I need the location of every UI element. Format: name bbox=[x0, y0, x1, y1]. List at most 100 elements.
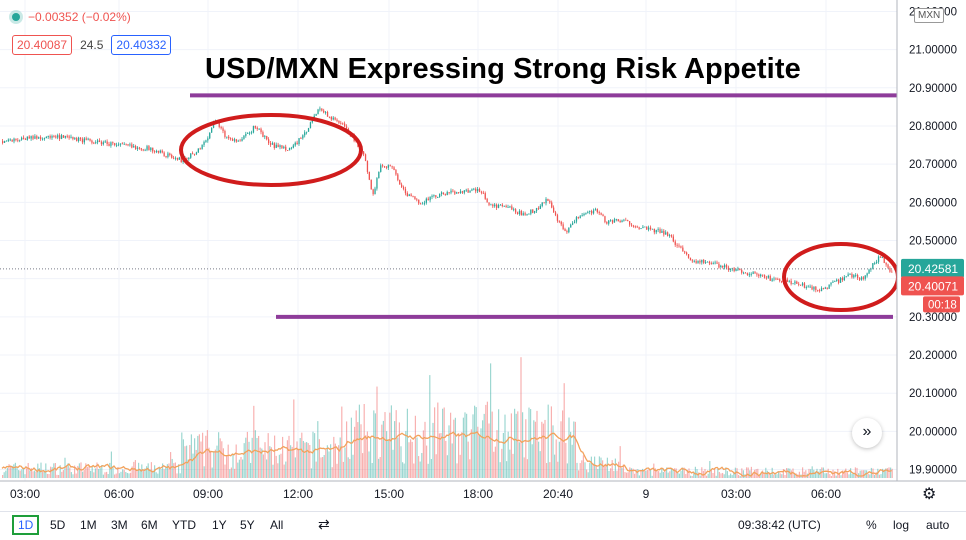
range-3m-button[interactable]: 3M bbox=[111, 518, 128, 532]
candle-body bbox=[744, 272, 747, 274]
volume-bar bbox=[770, 474, 772, 478]
candle-body bbox=[372, 189, 374, 195]
candle-body bbox=[59, 135, 61, 139]
volume-bar bbox=[168, 463, 170, 478]
candle-body bbox=[28, 136, 30, 139]
volume-bar bbox=[637, 469, 639, 478]
range-6m-button[interactable]: 6M bbox=[141, 518, 158, 532]
volume-bar bbox=[747, 467, 749, 478]
ask-price-button[interactable]: 20.40332 bbox=[111, 35, 172, 55]
candle-body bbox=[475, 188, 477, 192]
price-chart[interactable]: 21.1000021.0000020.9000020.8000020.70000… bbox=[0, 0, 966, 511]
volume-bar bbox=[805, 470, 807, 478]
price-tick-label: 20.00000 bbox=[909, 426, 957, 438]
candle-body bbox=[450, 190, 452, 193]
volume-bar bbox=[27, 463, 29, 478]
price-tick-label: 20.50000 bbox=[909, 236, 957, 248]
candle-body bbox=[684, 251, 686, 253]
candle-body bbox=[530, 209, 532, 214]
candle-body bbox=[279, 145, 281, 148]
candle-body bbox=[277, 144, 279, 148]
gear-icon[interactable]: ⚙ bbox=[922, 486, 937, 503]
time-tick-label: 18:00 bbox=[463, 487, 493, 501]
volume-bar bbox=[589, 462, 591, 478]
volume-bar bbox=[814, 472, 816, 478]
volume-bar bbox=[875, 472, 877, 478]
volume-bar bbox=[259, 447, 261, 478]
volume-bar bbox=[186, 445, 188, 478]
volume-bar bbox=[262, 454, 264, 478]
utc-clock[interactable]: 09:38:42 (UTC) bbox=[738, 518, 821, 532]
range-all-button[interactable]: All bbox=[270, 518, 284, 532]
volume-bar bbox=[384, 412, 386, 478]
candle-body bbox=[610, 220, 612, 222]
candle-body bbox=[503, 205, 505, 207]
volume-bar bbox=[467, 441, 469, 478]
time-axis[interactable]: 03:00 06:00 09:00 12:00 15:00 18:00 20:40 9 03:0… bbox=[0, 480, 966, 501]
volume-bar bbox=[885, 468, 887, 478]
candle-body bbox=[644, 226, 646, 228]
volume-bar bbox=[546, 463, 548, 478]
price-axis[interactable]: 21.1000021.0000020.9000020.8000020.70000… bbox=[896, 0, 966, 511]
candle-body bbox=[435, 195, 437, 198]
volume-bar bbox=[328, 451, 330, 478]
candle-body bbox=[338, 120, 340, 123]
volume-bar bbox=[622, 464, 624, 478]
quote-change-row: −0.00352 (−0.02%) bbox=[12, 10, 131, 24]
range-1y-button[interactable]: 1Y bbox=[212, 518, 227, 532]
range-5y-button[interactable]: 5Y bbox=[240, 518, 255, 532]
candle-body bbox=[275, 144, 277, 148]
compare-icon[interactable]: ⇄ bbox=[318, 516, 330, 532]
price-tick-label: 20.20000 bbox=[909, 350, 957, 362]
candle-body bbox=[17, 139, 19, 141]
candle-body bbox=[193, 153, 196, 155]
auto-toggle[interactable]: auto bbox=[926, 518, 950, 532]
range-1m-button[interactable]: 1M bbox=[80, 518, 97, 532]
candle-body bbox=[526, 214, 528, 215]
range-ytd-button[interactable]: YTD bbox=[172, 518, 196, 532]
volume-bar bbox=[499, 462, 501, 478]
volume-bar bbox=[531, 444, 533, 478]
volume-bar bbox=[149, 469, 151, 478]
candle-body bbox=[307, 128, 310, 132]
candle-body bbox=[710, 263, 712, 265]
double-chevron-right-icon[interactable]: » bbox=[852, 418, 882, 448]
candle-body bbox=[133, 146, 135, 148]
volume-bar bbox=[181, 432, 183, 478]
candle-body bbox=[55, 136, 57, 138]
bid-price-button[interactable]: 20.40087 bbox=[12, 35, 73, 55]
candle-body bbox=[2, 141, 4, 143]
volume-bar bbox=[120, 471, 122, 478]
volume-bar bbox=[642, 468, 644, 478]
range-1d-button[interactable]: 1D bbox=[12, 515, 40, 535]
volume-bar bbox=[478, 435, 480, 478]
range-5d-button[interactable]: 5D bbox=[50, 518, 66, 532]
candle-body bbox=[528, 213, 530, 215]
volume-bar bbox=[517, 411, 519, 478]
candle-body bbox=[699, 260, 701, 263]
volume-bar bbox=[226, 455, 228, 478]
candle-body bbox=[211, 127, 213, 133]
candle-body bbox=[19, 139, 21, 141]
volume-bar bbox=[86, 466, 88, 478]
candle-body bbox=[389, 165, 391, 167]
percent-toggle[interactable]: % bbox=[866, 518, 877, 532]
log-toggle[interactable]: log bbox=[893, 518, 910, 532]
volume-bar bbox=[59, 465, 61, 478]
candle-body bbox=[551, 202, 553, 208]
candle-body bbox=[452, 190, 454, 192]
volume-bar bbox=[133, 461, 135, 478]
volume-bar bbox=[232, 453, 234, 478]
volume-bar bbox=[379, 457, 381, 478]
candle-body bbox=[872, 263, 874, 269]
candle-body bbox=[144, 149, 146, 151]
candle-body bbox=[556, 215, 559, 221]
candle-body bbox=[155, 150, 158, 153]
candle-body bbox=[733, 268, 735, 272]
candle-body bbox=[750, 273, 752, 275]
candle-body bbox=[729, 268, 731, 270]
volume-bar bbox=[646, 469, 648, 478]
candle-body bbox=[393, 167, 395, 171]
candle-body bbox=[241, 138, 243, 141]
currency-tag[interactable]: MXN bbox=[914, 8, 945, 23]
